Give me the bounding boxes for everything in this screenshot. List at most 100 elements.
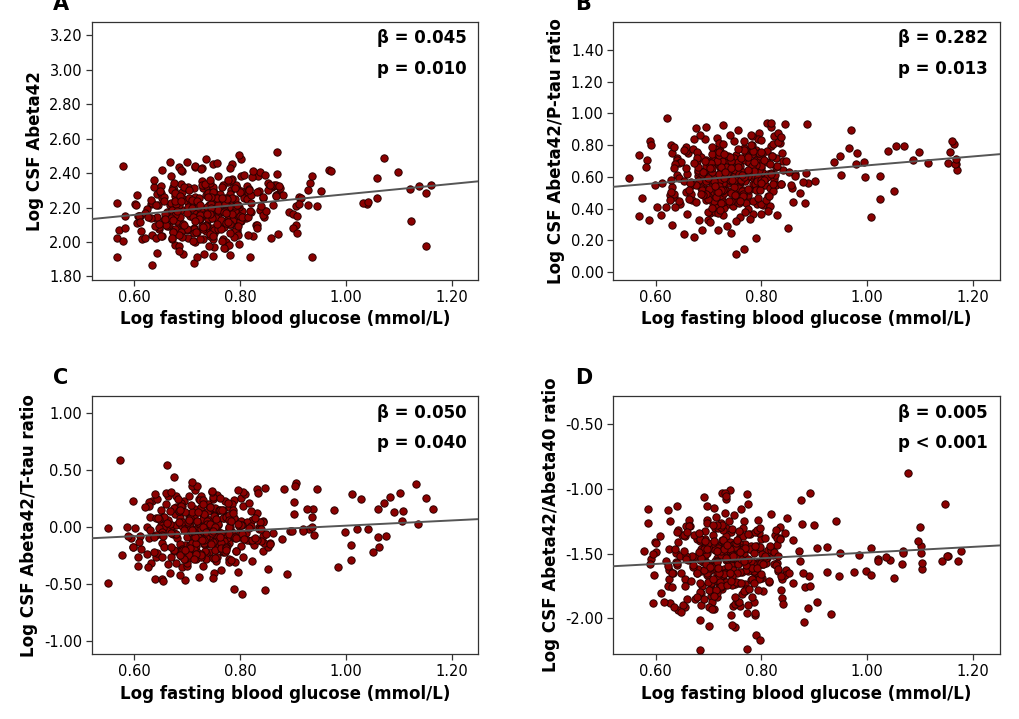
Point (212, 196, 228, 208)
Point (718, 553, 735, 564)
Point (179, 560, 196, 572)
Point (725, 550, 741, 562)
Point (162, 568, 178, 580)
Point (739, 554, 755, 565)
Point (181, 210, 198, 221)
Point (394, 505, 411, 517)
Point (207, 508, 223, 519)
Point (697, 160, 713, 171)
Point (205, 234, 221, 245)
Point (683, 551, 699, 562)
Point (765, 173, 782, 185)
Point (725, 170, 741, 181)
Point (697, 121, 713, 132)
Point (748, 524, 764, 536)
Point (210, 170, 226, 181)
Point (780, 166, 796, 178)
Point (648, 546, 664, 558)
Point (230, 485, 247, 496)
Point (267, 190, 283, 201)
Point (698, 569, 714, 581)
Point (756, 550, 772, 562)
Point (808, 596, 824, 608)
Point (730, 559, 746, 570)
Point (170, 241, 186, 252)
Point (743, 130, 759, 142)
Point (728, 576, 744, 587)
Point (257, 170, 273, 181)
Point (736, 516, 752, 527)
Point (225, 494, 242, 505)
Point (666, 557, 683, 568)
Point (286, 496, 303, 508)
Point (688, 592, 704, 603)
Point (708, 133, 725, 145)
Point (734, 188, 750, 200)
Point (712, 155, 729, 167)
Point (717, 155, 734, 167)
Point (192, 210, 208, 221)
Point (671, 550, 687, 562)
Point (171, 538, 187, 549)
Point (231, 207, 248, 219)
Point (205, 536, 221, 547)
Point (737, 173, 753, 185)
Point (739, 189, 755, 201)
Point (640, 518, 656, 529)
Point (672, 198, 688, 209)
Point (708, 587, 725, 599)
Point (215, 535, 231, 546)
Point (203, 485, 219, 497)
Point (253, 523, 269, 534)
Point (132, 543, 149, 554)
Point (207, 521, 223, 533)
Point (197, 178, 213, 190)
Point (730, 183, 746, 194)
Point (198, 553, 214, 564)
Point (808, 542, 824, 554)
Point (162, 157, 178, 168)
Point (718, 150, 735, 161)
Point (895, 140, 911, 152)
Point (204, 493, 220, 505)
Point (239, 229, 256, 240)
Point (677, 602, 693, 613)
Point (154, 522, 170, 533)
Point (730, 537, 746, 549)
Point (688, 567, 704, 579)
Point (943, 135, 959, 147)
Point (173, 521, 190, 532)
Point (179, 156, 196, 168)
Point (214, 535, 230, 546)
Point (126, 198, 143, 210)
Point (170, 199, 186, 211)
Point (147, 573, 163, 585)
Point (187, 549, 204, 560)
Point (125, 495, 142, 507)
Point (913, 557, 929, 569)
Point (172, 504, 189, 516)
Point (221, 537, 237, 549)
Point (209, 157, 225, 169)
Point (261, 179, 277, 191)
Point (936, 498, 953, 509)
Point (191, 214, 207, 225)
Point (752, 174, 768, 186)
Point (230, 207, 247, 219)
Point (713, 153, 730, 165)
Point (185, 527, 202, 539)
Point (712, 178, 729, 189)
Point (642, 139, 658, 150)
Point (258, 528, 274, 540)
Point (697, 194, 713, 206)
Point (109, 232, 125, 244)
Point (152, 185, 168, 196)
Point (207, 535, 223, 546)
Point (786, 168, 802, 180)
Point (746, 547, 762, 559)
Point (219, 498, 235, 509)
Point (147, 488, 163, 500)
Point (195, 182, 211, 193)
Point (183, 203, 200, 214)
Point (749, 193, 765, 204)
